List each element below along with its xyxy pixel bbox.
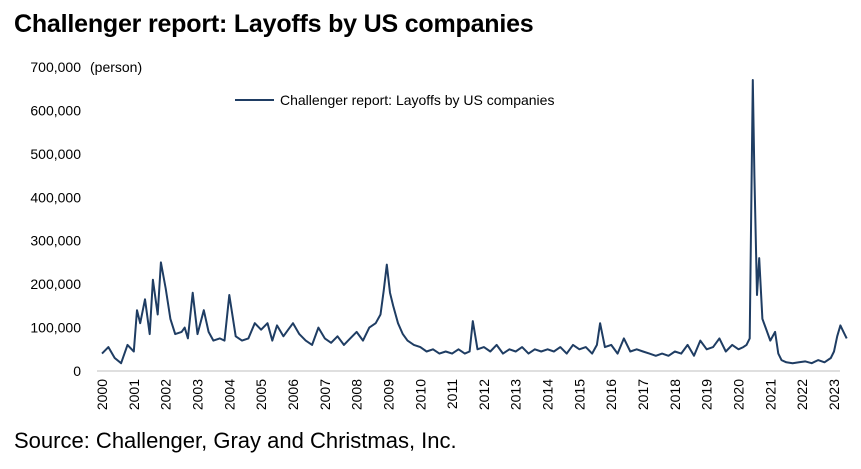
x-tick-label: 2014: [540, 379, 556, 410]
x-tick-label: 2018: [667, 379, 683, 410]
y-axis-unit-label: (person): [90, 59, 142, 75]
y-tick-label: 500,000: [30, 146, 81, 162]
x-tick-label: 2013: [508, 379, 524, 410]
x-axis-ticks: 2000 2001 2002 2003 2004 2005 2006 2007 2008 2009…: [94, 379, 842, 410]
x-tick-label: 2005: [253, 379, 269, 410]
y-axis-ticks: 0 100,000 200,000 300,000 400,000 500,000 600,…: [30, 59, 81, 379]
x-tick-label: 2009: [380, 379, 396, 410]
legend-label: Challenger report: Layoffs by US compani…: [280, 92, 554, 108]
x-tick-label: 2012: [476, 379, 492, 410]
chart-title: Challenger report: Layoffs by US compani…: [14, 10, 534, 38]
y-tick-label: 300,000: [30, 233, 81, 249]
x-tick-label: 2022: [794, 379, 810, 410]
x-tick-label: 2003: [189, 379, 205, 410]
x-tick-label: 2000: [94, 379, 110, 410]
y-tick-label: 100,000: [30, 320, 81, 336]
x-tick-label: 2017: [635, 379, 651, 410]
x-tick-label: 2021: [762, 379, 778, 410]
x-tick-label: 2004: [221, 379, 237, 410]
series-line-layoffs: [101, 79, 848, 365]
y-tick-label: 400,000: [30, 189, 81, 205]
x-tick-label: 2023: [826, 379, 842, 410]
x-tick-label: 2019: [699, 379, 715, 410]
y-tick-label: 600,000: [30, 102, 81, 118]
x-tick-label: 2011: [444, 379, 460, 409]
x-tick-label: 2001: [126, 379, 142, 410]
y-tick-label: 0: [73, 363, 81, 379]
x-tick-label: 2015: [571, 379, 587, 410]
x-tick-label: 2008: [349, 379, 365, 410]
x-tick-label: 2020: [731, 379, 747, 410]
x-tick-label: 2016: [603, 379, 619, 410]
y-tick-label: 700,000: [30, 59, 81, 75]
x-tick-label: 2006: [285, 379, 301, 410]
legend: Challenger report: Layoffs by US compani…: [235, 92, 554, 108]
x-tick-label: 2002: [158, 379, 174, 410]
y-tick-label: 200,000: [30, 276, 81, 292]
source-note: Source: Challenger, Gray and Christmas, …: [14, 428, 457, 453]
x-tick-label: 2007: [317, 379, 333, 410]
x-tick-label: 2010: [412, 379, 428, 410]
